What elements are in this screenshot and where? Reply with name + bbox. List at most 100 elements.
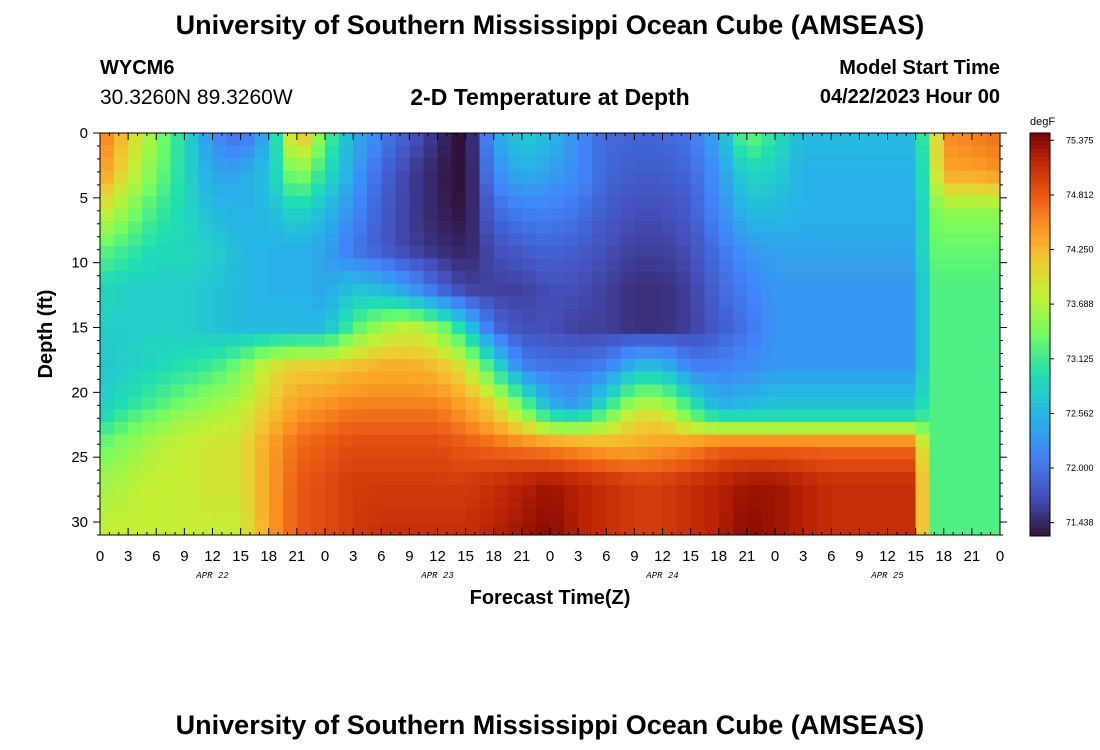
heatmap-cell — [353, 334, 368, 348]
heatmap-cell — [901, 497, 917, 511]
heatmap-cell — [437, 396, 453, 410]
heatmap-cell — [493, 133, 509, 147]
heatmap-cell — [859, 371, 875, 385]
heatmap-cell — [114, 208, 129, 222]
heatmap-cell — [957, 183, 973, 197]
heatmap-cell — [367, 308, 382, 323]
heatmap-cell — [395, 421, 410, 436]
heatmap-cell — [212, 283, 228, 297]
heatmap-cell — [592, 133, 607, 147]
heatmap-cell — [114, 447, 129, 461]
heatmap-cell — [676, 233, 692, 247]
heatmap-cell — [184, 233, 200, 247]
heatmap-cell — [395, 308, 410, 323]
heatmap-cell — [409, 409, 425, 423]
x-tick-label: 3 — [799, 548, 807, 565]
heatmap-cell — [367, 459, 382, 473]
colorbar-cell — [1030, 503, 1050, 509]
heatmap-cell — [775, 283, 790, 297]
heatmap-cell — [254, 321, 270, 335]
heatmap-cell — [479, 208, 495, 222]
heatmap-cell — [662, 509, 678, 524]
heatmap-cell — [156, 459, 171, 473]
heatmap-cell — [339, 183, 354, 197]
heatmap-cell — [367, 396, 382, 410]
heatmap-cell — [423, 258, 439, 272]
heatmap-cell — [789, 509, 804, 524]
heatmap-cell — [156, 346, 171, 360]
colorbar-cell — [1030, 278, 1050, 283]
colorbar-cell — [1030, 274, 1050, 279]
heatmap-cell — [704, 384, 720, 398]
heatmap-cell — [929, 271, 945, 285]
heatmap-cell — [395, 484, 410, 498]
heatmap-cell — [282, 208, 298, 222]
heatmap-cell — [367, 384, 382, 398]
heatmap-cell — [325, 459, 340, 473]
heatmap-cell — [325, 509, 340, 524]
heatmap-cell — [100, 434, 115, 448]
heatmap-cell — [929, 296, 945, 310]
heatmap-cell — [507, 522, 523, 536]
heatmap-cell — [395, 434, 410, 448]
heatmap-cell — [760, 509, 776, 524]
heatmap-cell — [282, 271, 298, 285]
heatmap-cell — [985, 384, 1001, 398]
heatmap-cell — [943, 421, 959, 436]
heatmap-cell — [676, 434, 692, 448]
heatmap-cell — [578, 409, 593, 423]
heatmap-cell — [535, 208, 551, 222]
heatmap-cell — [479, 472, 495, 486]
heatmap-cell — [817, 220, 832, 235]
heatmap-cell — [873, 484, 889, 498]
heatmap-cell — [240, 258, 256, 272]
heatmap-cell — [887, 296, 903, 310]
y-tick-label: 10 — [71, 255, 88, 272]
heatmap-cell — [521, 396, 537, 410]
heatmap-cell — [184, 371, 200, 385]
heatmap-cell — [325, 434, 340, 448]
colorbar-cell — [1030, 233, 1050, 239]
heatmap-cell — [437, 509, 453, 524]
colorbar-cell — [1030, 185, 1050, 191]
heatmap-cell — [367, 421, 382, 436]
heatmap-cell — [381, 447, 396, 461]
heatmap-cell — [395, 208, 410, 222]
heatmap-cell — [873, 271, 889, 285]
heatmap-cell — [803, 384, 818, 398]
heatmap-cell — [521, 434, 537, 448]
heatmap-cell — [240, 195, 256, 209]
heatmap-cell — [634, 359, 650, 373]
heatmap-cell — [746, 258, 762, 272]
heatmap-cell — [592, 509, 607, 524]
heatmap-cell — [521, 283, 537, 297]
heatmap-cell — [760, 384, 776, 398]
heatmap-cell — [395, 334, 410, 348]
heatmap-cell — [873, 509, 889, 524]
heatmap-cell — [901, 145, 917, 159]
heatmap-cell — [690, 421, 706, 436]
heatmap-cell — [845, 346, 860, 360]
heatmap-cell — [395, 220, 410, 235]
heatmap-cell — [156, 133, 171, 147]
heatmap-cell — [296, 233, 312, 247]
heatmap-cell — [142, 472, 157, 486]
heatmap-cell — [521, 233, 537, 247]
y-tick-label: 25 — [71, 449, 88, 466]
heatmap-cell — [367, 371, 382, 385]
colorbar-cell — [1030, 229, 1050, 235]
heatmap-cell — [789, 359, 804, 373]
heatmap-cell — [212, 484, 228, 498]
heatmap-cell — [831, 497, 846, 511]
x-tick-label: 6 — [377, 548, 385, 565]
heatmap-cell — [535, 371, 551, 385]
x-tick-label: 6 — [602, 548, 610, 565]
heatmap-cell — [142, 384, 157, 398]
heatmap-cell — [142, 321, 157, 335]
heatmap-cell — [929, 346, 945, 360]
colorbar-cell — [1030, 370, 1050, 376]
heatmap-cell — [662, 522, 678, 536]
heatmap-cell — [128, 145, 143, 159]
heatmap-cell — [803, 484, 818, 498]
colorbar-cell — [1030, 515, 1050, 521]
